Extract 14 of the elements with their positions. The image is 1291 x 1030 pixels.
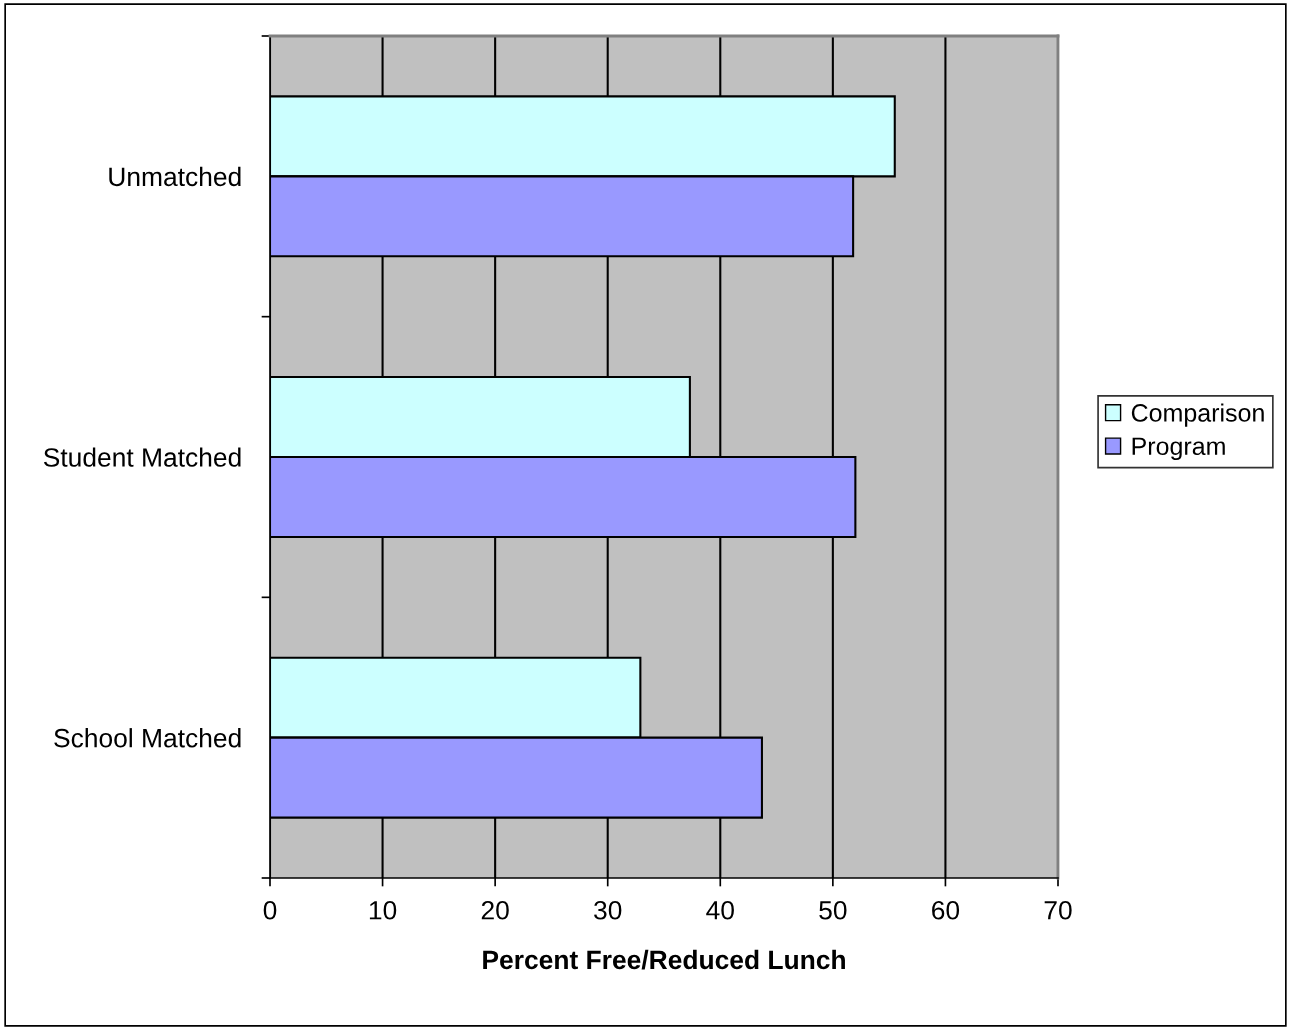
x-tick-label: 60 (932, 900, 960, 920)
x-tick-label: 20 (481, 900, 509, 920)
x-tick-label: 10 (369, 900, 397, 920)
x-tick-label: 0 (263, 900, 277, 920)
legend-label: Comparison (1131, 403, 1264, 427)
x-tick-label: 40 (706, 900, 734, 920)
x-tick-label: 30 (594, 900, 622, 920)
x-tick-label: 70 (1044, 900, 1072, 920)
x-tick-label: 50 (819, 900, 847, 920)
x-axis-title: Percent Free/Reduced Lunch (483, 949, 845, 970)
y-tick-label: Unmatched (109, 166, 241, 187)
legend-label: Program (1132, 437, 1225, 461)
y-tick-label: School Matched (54, 728, 241, 748)
y-tick-label: Student Matched (43, 447, 241, 467)
